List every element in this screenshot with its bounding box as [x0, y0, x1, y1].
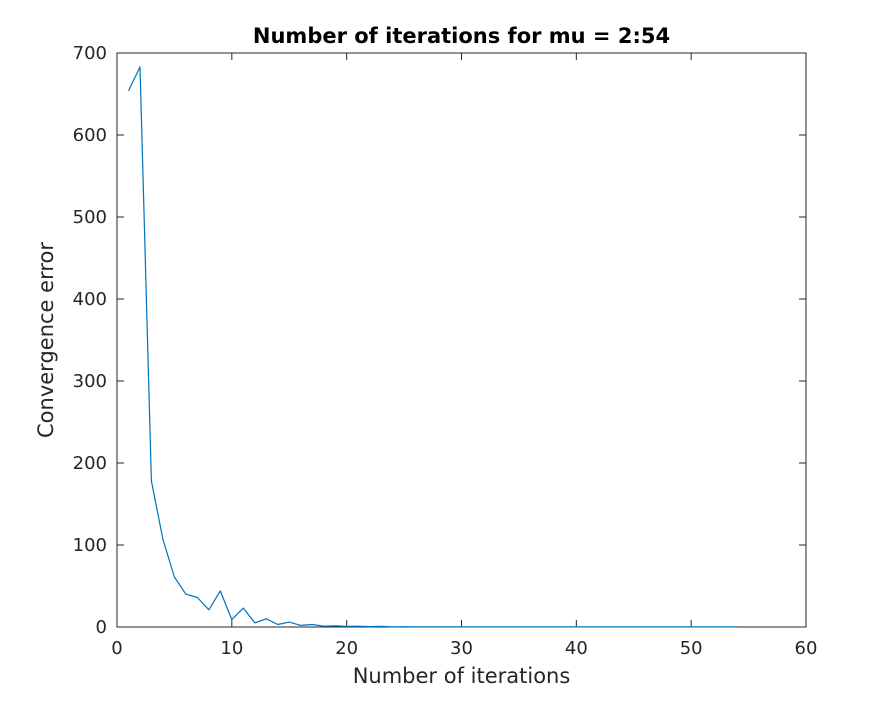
x-tick-label: 50 — [680, 638, 703, 659]
y-tick-label: 600 — [73, 125, 107, 146]
axes-frame — [116, 52, 807, 628]
x-tick-label: 40 — [565, 638, 588, 659]
y-tick-label: 700 — [73, 43, 107, 64]
x-tick-label: 0 — [111, 638, 122, 659]
y-axis-label: Convergence error — [34, 242, 58, 438]
x-tick-label: 10 — [220, 638, 243, 659]
series-line — [127, 66, 738, 628]
y-tick-label: 200 — [73, 453, 107, 474]
series-group — [127, 66, 738, 628]
y-tick-label: 0 — [96, 617, 107, 638]
y-tick-label: 100 — [73, 535, 107, 556]
axes-box — [116, 52, 807, 628]
y-tick-label: 500 — [73, 207, 107, 228]
chart-title: Number of iterations for mu = 2:54 — [253, 24, 670, 48]
y-tick-label: 400 — [73, 289, 107, 310]
x-axis-label: Number of iterations — [353, 664, 571, 688]
x-tick-label: 60 — [795, 638, 818, 659]
y-tick-label: 300 — [73, 371, 107, 392]
x-tick-label: 20 — [335, 638, 358, 659]
x-tick-label: 30 — [450, 638, 473, 659]
